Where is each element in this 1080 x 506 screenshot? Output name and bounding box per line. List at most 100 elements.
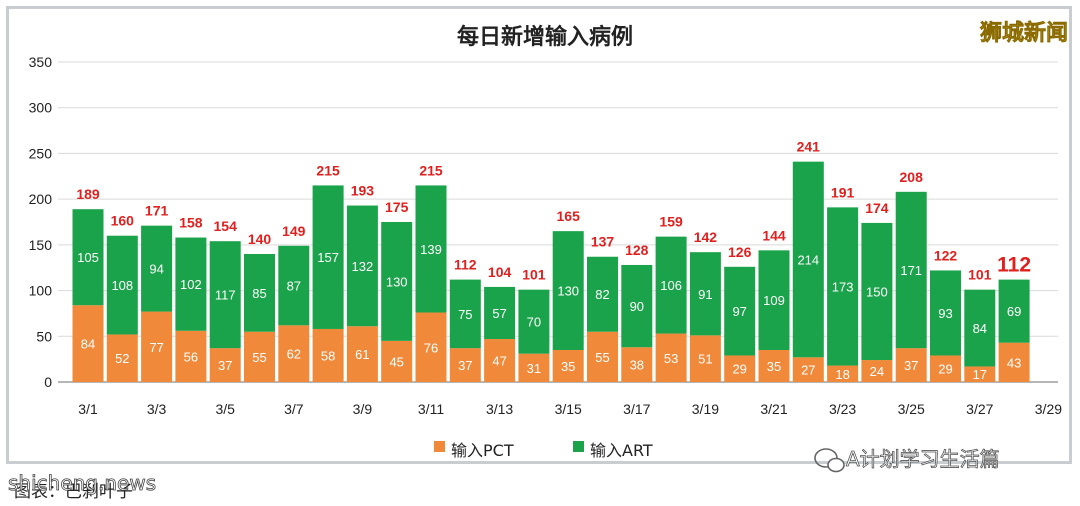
data-label-art: 87	[287, 279, 301, 294]
bar-pct	[827, 365, 859, 382]
data-label-art: 130	[386, 274, 408, 289]
data-label-total: 104	[488, 264, 512, 280]
data-label-art: 108	[111, 278, 133, 293]
data-label-pct: 77	[149, 340, 163, 355]
bar-pct	[758, 350, 790, 382]
y-tick-label: 200	[29, 191, 53, 207]
bar-art	[621, 264, 653, 348]
y-axis: 0 50 100 150 200 250 300 350	[29, 54, 53, 390]
data-label-pct: 24	[870, 364, 884, 379]
data-label-art: 132	[352, 259, 374, 274]
data-label-pct: 53	[664, 351, 678, 366]
data-label-art: 130	[557, 284, 579, 299]
bar-pct	[689, 335, 721, 382]
bar-art	[312, 185, 344, 329]
data-label-total: 158	[179, 215, 203, 231]
data-label-pct: 17	[973, 367, 987, 382]
bar-art	[518, 289, 550, 354]
data-label-total: 171	[145, 203, 169, 219]
data-label-pct: 37	[458, 358, 472, 373]
data-label-pct: 35	[767, 359, 781, 374]
bar-art	[758, 250, 790, 350]
wechat-watermark: A计划学习生活篇	[814, 447, 1000, 473]
x-tick-label: 3/1	[78, 401, 98, 417]
x-tick-label: 3/21	[760, 401, 787, 417]
bar-art	[415, 185, 447, 313]
x-tick-label: 3/23	[829, 401, 856, 417]
x-tick-label: 3/5	[215, 401, 235, 417]
chart-title: 每日新增输入病例	[457, 24, 633, 50]
bar-pct	[449, 348, 481, 382]
bar-art	[106, 235, 138, 335]
bar-pct	[381, 340, 413, 382]
data-label-total: 128	[625, 242, 649, 258]
data-label-total: 112	[454, 257, 477, 273]
data-label-pct: 62	[287, 347, 301, 362]
bar-art	[449, 279, 481, 349]
x-tick-label: 3/25	[898, 401, 925, 417]
data-label-art: 102	[180, 277, 202, 292]
data-label-art: 94	[149, 262, 163, 277]
data-label-art: 90	[630, 299, 644, 314]
bar-pct	[312, 328, 344, 382]
bar-pct	[587, 331, 618, 382]
data-label-total: 149	[282, 223, 306, 239]
legend-label-pct: 输入PCT	[451, 441, 514, 460]
bar-pct	[724, 355, 756, 382]
x-tick-label: 3/7	[284, 401, 304, 417]
bar-art	[278, 245, 310, 326]
data-label-total: 144	[762, 227, 786, 243]
bar-pct	[209, 348, 241, 382]
bar-art	[655, 236, 687, 334]
data-label-total: 160	[111, 213, 135, 229]
data-label-total: 122	[934, 247, 958, 263]
bar-art	[175, 237, 207, 331]
bar-art	[587, 256, 618, 332]
legend-swatch-art	[573, 441, 584, 452]
bar-pct	[792, 357, 824, 382]
bar-pct	[964, 366, 996, 382]
bar-art	[209, 241, 241, 349]
bar-pct	[141, 311, 173, 382]
bar-art	[895, 191, 927, 349]
data-label-pct: 35	[561, 359, 575, 374]
site-watermark: shicheng.news	[8, 471, 156, 495]
bar-pct	[655, 333, 687, 382]
data-label-total: 215	[316, 162, 340, 178]
bar-pct	[861, 360, 893, 382]
data-label-pct: 84	[81, 337, 95, 352]
x-tick-label: 3/11	[418, 401, 444, 417]
bar-pct	[244, 331, 275, 382]
data-label-art: 109	[763, 293, 785, 308]
legend-label-art: 输入ART	[590, 441, 653, 460]
x-tick-label: 3/13	[486, 401, 513, 417]
data-label-art: 139	[420, 242, 442, 257]
y-tick-label: 50	[36, 328, 52, 344]
bar-pct	[415, 312, 447, 382]
legend: 输入PCT 输入ART	[434, 441, 653, 460]
data-label-pct: 43	[1007, 355, 1021, 370]
bar-art	[244, 254, 275, 332]
data-label-pct: 37	[218, 358, 232, 373]
data-label-art: 70	[527, 315, 541, 330]
bars	[72, 161, 1030, 382]
chart-frame	[6, 6, 1072, 464]
bar-pct	[278, 325, 310, 382]
source-caption: 图表：巴刹叶子	[14, 482, 133, 502]
x-axis: 3/1 3/3 3/5 3/7 3/9 3/11 3/13 3/15 3/17 3/19 3/21 3…	[78, 401, 1062, 417]
bar-pct	[998, 342, 1030, 382]
bar-art	[72, 209, 104, 306]
bar-art	[724, 266, 756, 356]
data-label-total: 101	[522, 267, 546, 283]
data-label-total: 241	[797, 139, 821, 155]
data-label-total: 137	[591, 234, 615, 250]
data-label-total: 101	[968, 267, 992, 283]
bar-pct	[552, 350, 584, 382]
data-label-total: 140	[248, 231, 272, 247]
bar-pct	[518, 353, 550, 382]
data-label-art: 105	[77, 250, 99, 265]
data-label-total: 126	[728, 244, 752, 260]
x-tick-label: 3/27	[966, 401, 993, 417]
data-label-pct: 55	[595, 350, 609, 365]
bar-art	[381, 222, 413, 341]
